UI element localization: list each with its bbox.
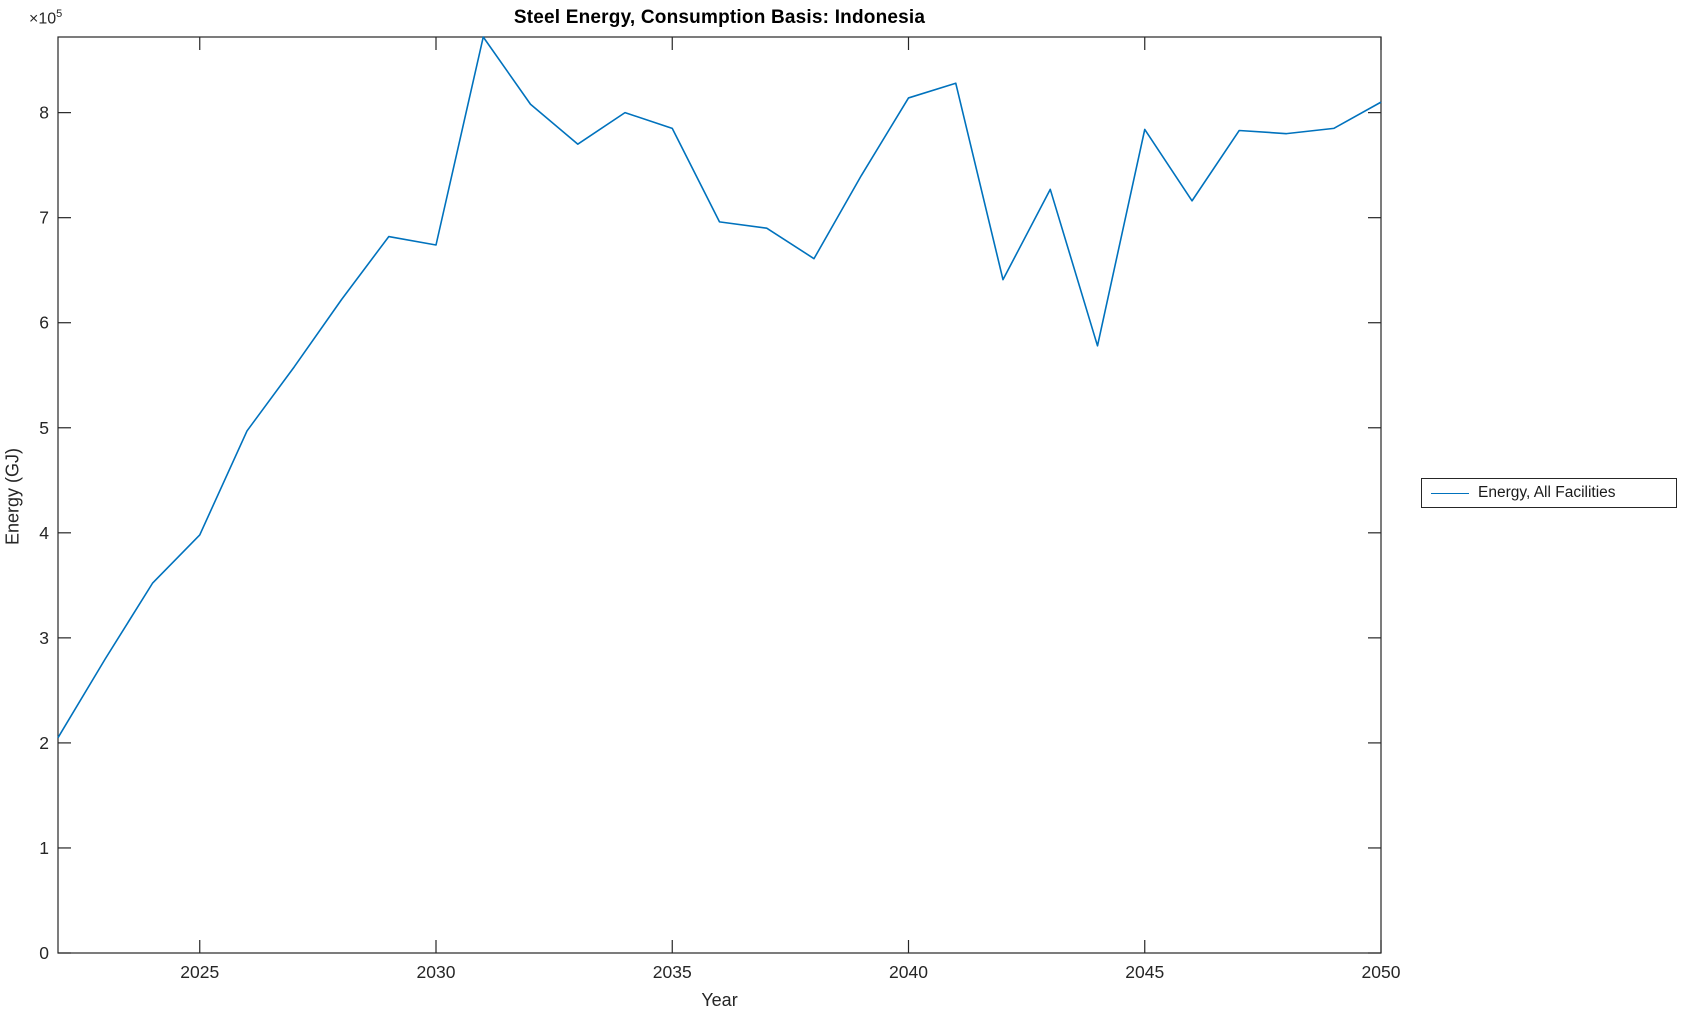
y-tick-label: 5 [39, 418, 49, 438]
energy-line [57, 36, 1382, 739]
chart-title: Steel Energy, Consumption Basis: Indones… [513, 7, 926, 28]
x-tick-label: 2050 [1362, 962, 1401, 982]
x-tick-label: 2045 [1125, 962, 1164, 982]
y-tick-label: 1 [39, 838, 49, 858]
x-tick-label: 2035 [653, 962, 692, 982]
plot-box [57, 36, 1382, 954]
y-tick-label: 8 [39, 103, 49, 123]
legend-line-sample-icon [1431, 492, 1469, 494]
x-tick-label: 2025 [180, 962, 219, 982]
y-axis-multiplier: ×105 [29, 8, 62, 28]
y-tick-label: 3 [39, 628, 49, 648]
legend[interactable]: Energy, All Facilities [1421, 478, 1677, 508]
y-tick-label: 2 [39, 733, 49, 753]
legend-label: Energy, All Facilities [1478, 484, 1616, 501]
x-tick-label: 2040 [889, 962, 928, 982]
y-axis-multiplier-exponent: 5 [56, 8, 63, 20]
x-tick-label: 2030 [417, 962, 456, 982]
y-axis-label: Energy (GJ) [2, 447, 23, 546]
x-axis-label: Year [701, 990, 738, 1010]
y-tick-label: 7 [39, 208, 49, 228]
y-tick-label: 6 [39, 313, 49, 333]
y-tick-label: 4 [39, 523, 49, 543]
y-axis-multiplier-base: ×10 [29, 10, 57, 28]
y-tick-label: 0 [39, 943, 49, 963]
